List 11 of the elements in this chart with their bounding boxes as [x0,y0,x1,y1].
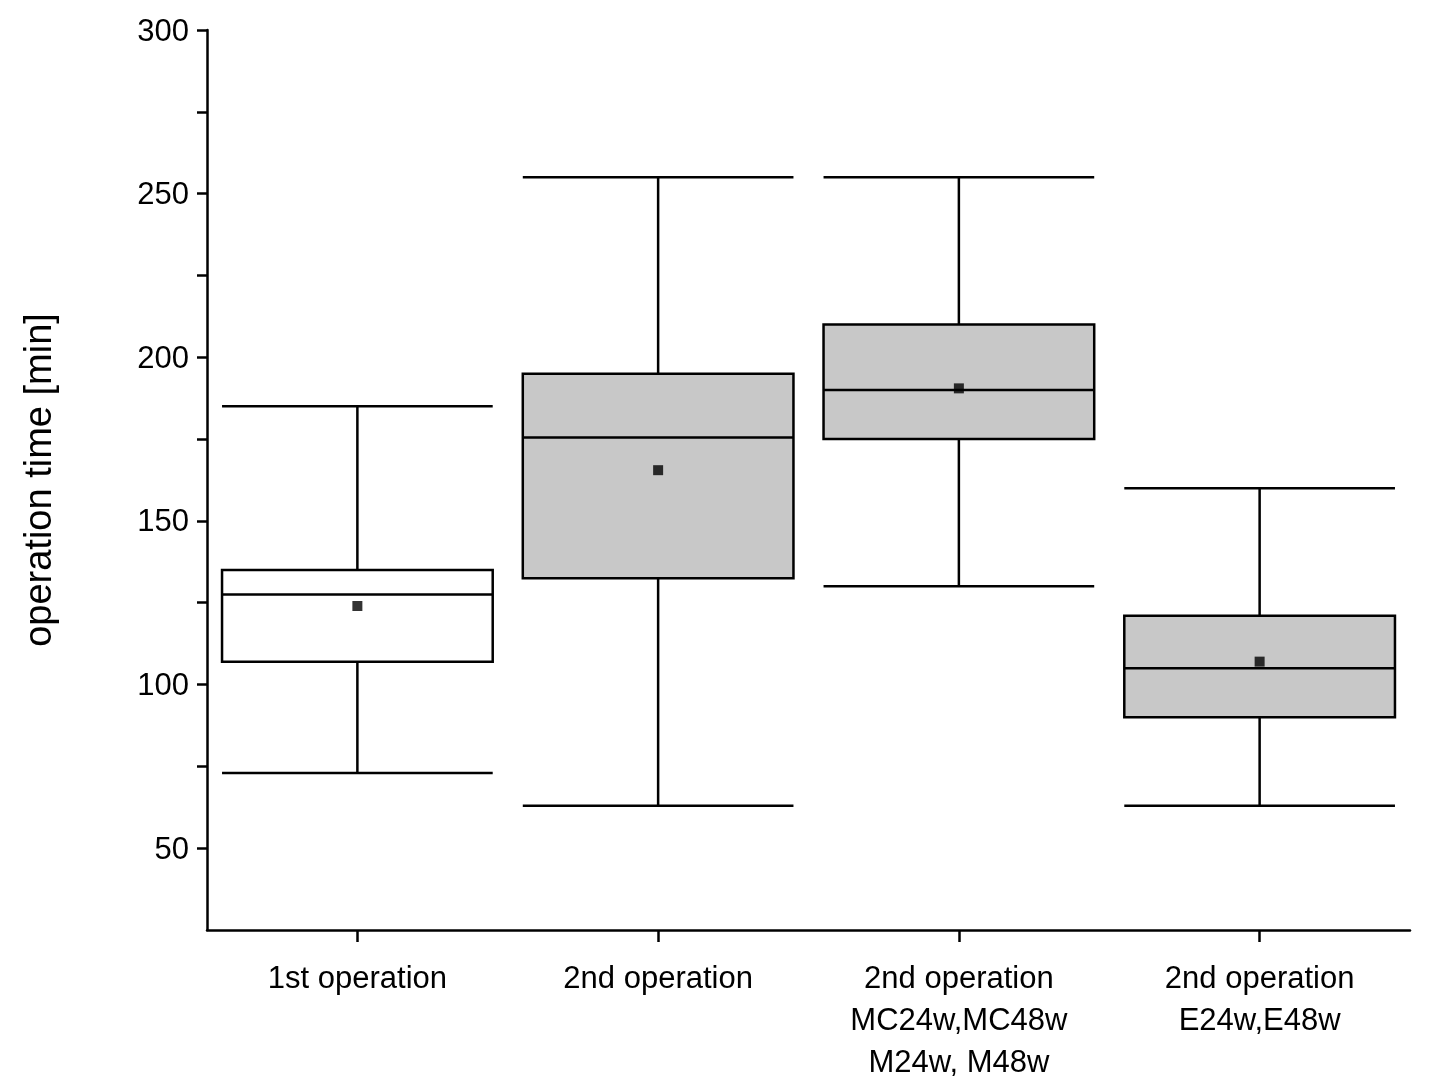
x-tick-label: 2nd operation MC24w,MC48w M24w, M48w [850,959,1069,1079]
y-tick-label: 200 [137,339,189,375]
y-axis-title: operation time [min] [17,313,59,647]
x-tick-label: 2nd operation E24w,E48w [1164,959,1355,1037]
y-tick-label: 100 [137,667,189,703]
x-tick-label: 1st operation [267,959,447,995]
x-tick-label: 2nd operation [563,959,753,995]
y-tick-label: 150 [137,503,189,539]
y-tick-label: 250 [137,176,189,212]
y-tick-label: 50 [154,830,189,866]
y-tick-label: 300 [137,12,189,48]
